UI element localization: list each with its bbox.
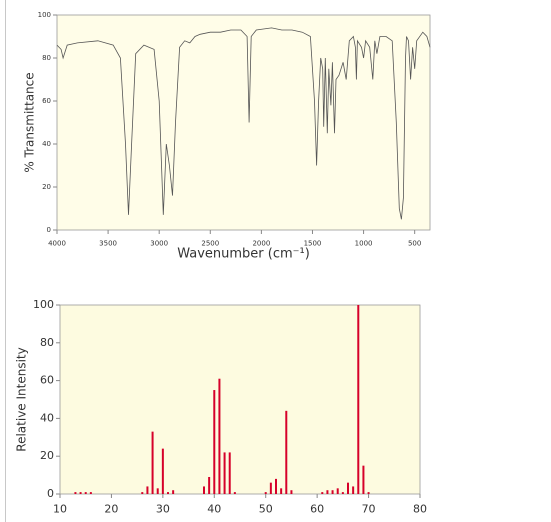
y-tick-label: 60 (40, 374, 54, 387)
peak-bar (321, 492, 324, 494)
peak-bar (228, 452, 231, 494)
y-axis-label: % Transmittance (23, 72, 37, 172)
y-tick-label: 100 (38, 11, 51, 19)
x-tick-label: 2000 (252, 240, 270, 248)
peak-bar (290, 490, 293, 494)
peak-bar (367, 492, 370, 494)
peak-bar (347, 482, 349, 494)
x-tick-label: 70 (362, 503, 376, 516)
peak-bar (223, 452, 226, 494)
y-tick-label: 100 (33, 298, 54, 311)
peak-bar (146, 486, 149, 494)
peak-bar (141, 492, 144, 494)
peak-bar (89, 492, 92, 494)
peak-bar (264, 492, 267, 494)
x-tick-label: 1000 (355, 240, 373, 248)
peak-bar (352, 486, 355, 494)
plot-area (59, 304, 421, 495)
y-tick-label: 80 (40, 336, 54, 349)
peak-bar (326, 490, 329, 494)
x-tick-label: 10 (53, 503, 67, 516)
peak-bar (233, 492, 236, 494)
x-axis-label: Wavenumber (cm⁻¹) (177, 247, 310, 262)
x-tick-label: 80 (413, 503, 427, 516)
x-tick-label: 20 (104, 503, 118, 516)
y-tick-label: 0 (47, 226, 51, 234)
x-tick-label: 60 (310, 503, 324, 516)
peak-bar (213, 390, 216, 494)
y-tick-label: 80 (42, 54, 51, 62)
plot-area (56, 14, 431, 231)
peak-bar (336, 488, 339, 494)
peak-bar (167, 492, 169, 494)
peak-bar (218, 378, 221, 494)
y-tick-label: 60 (42, 97, 51, 105)
x-tick-label: 3000 (150, 240, 168, 248)
peak-bar (269, 482, 272, 494)
peak-bar (156, 488, 159, 494)
x-tick-label: 4000 (48, 240, 66, 248)
peak-bar (275, 478, 277, 494)
x-tick-label: 40 (207, 503, 221, 516)
peak-bar (285, 410, 288, 494)
y-tick-label: 0 (47, 487, 54, 500)
peak-bar (151, 431, 154, 494)
spectrum-line (56, 27, 431, 220)
peak-bar (208, 476, 211, 494)
x-tick-label: 50 (259, 503, 273, 516)
peak-bar (203, 486, 205, 494)
peak-bar (84, 492, 87, 494)
peak-bar (357, 305, 360, 494)
peak-bar (362, 465, 365, 494)
y-axis-label: Relative Intensity (15, 347, 29, 451)
y-tick-label: 40 (40, 411, 54, 424)
y-tick-label: 20 (40, 449, 54, 462)
y-tick-label: 40 (42, 140, 51, 148)
peak-bar (172, 490, 175, 494)
x-tick-label: 3500 (99, 240, 117, 248)
y-tick-label: 20 (42, 183, 51, 191)
peak-bar (341, 492, 344, 494)
peak-bar (280, 488, 283, 494)
x-tick-label: 500 (408, 240, 421, 248)
x-tick-label: 2500 (201, 240, 219, 248)
peak-bar (79, 492, 82, 494)
peak-bar (161, 448, 164, 494)
x-tick-label: 30 (156, 503, 170, 516)
peak-bar (74, 492, 77, 494)
peak-bar (331, 490, 334, 494)
x-tick-label: 1500 (304, 240, 322, 248)
